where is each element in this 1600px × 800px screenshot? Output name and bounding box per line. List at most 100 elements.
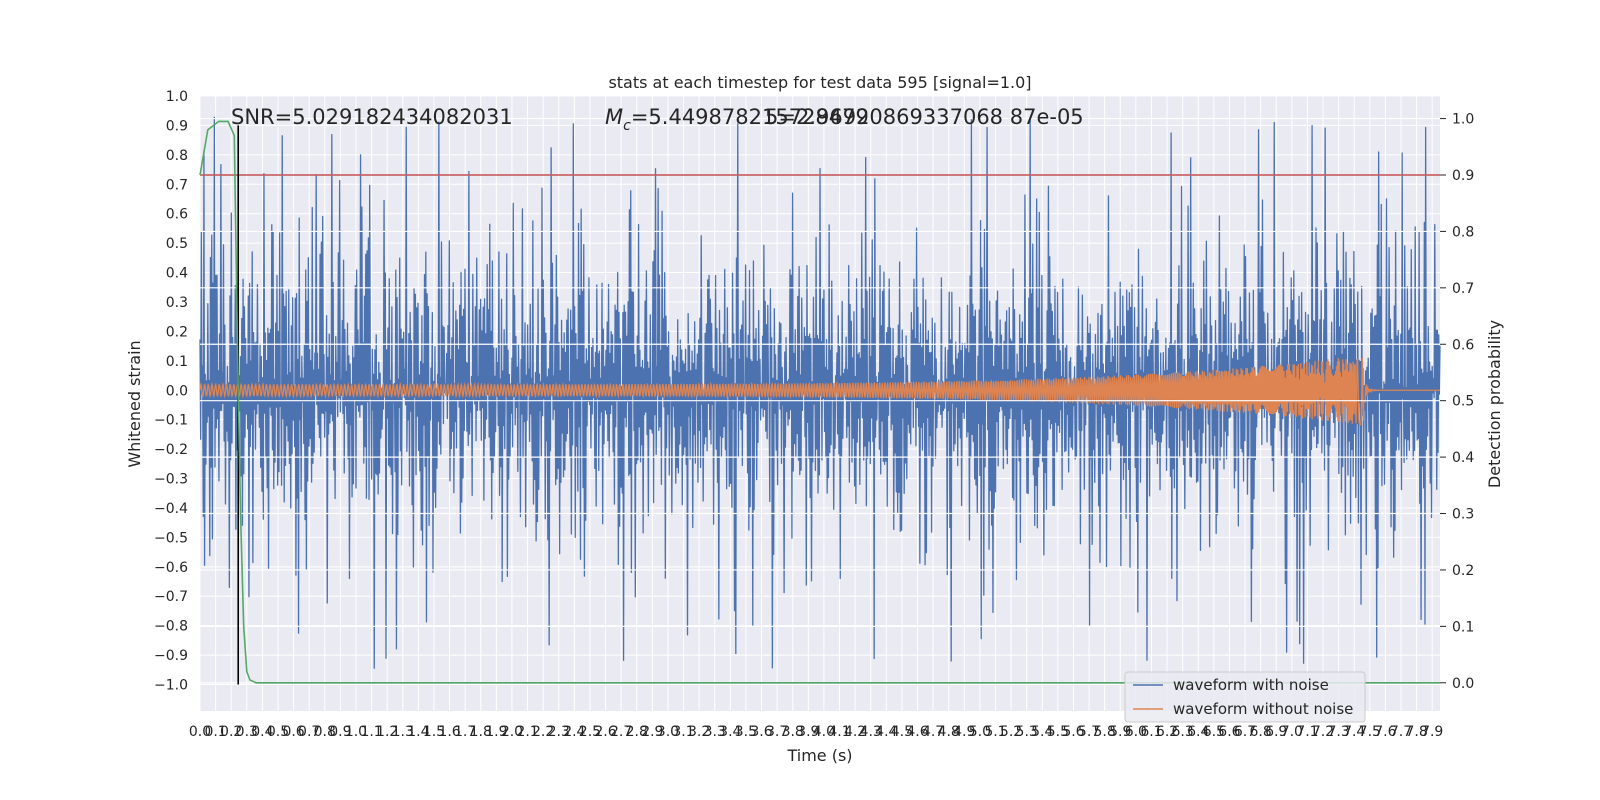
x-tick-label: 2.3 [548, 724, 570, 740]
x-tick-label: 0.5 [267, 724, 289, 740]
y-tick-label: −0.5 [154, 530, 188, 546]
x-tick-label: 5.6 [1062, 724, 1084, 740]
y2-tick-label: 1.0 [1452, 112, 1474, 128]
x-tick-label: 4.2 [844, 724, 866, 740]
x-tick-label: 3.2 [688, 724, 710, 740]
x-tick-label: 6.5 [1203, 724, 1225, 740]
annotation-mc-subscript: c [623, 118, 631, 134]
y2-tick-label: 0.7 [1452, 281, 1474, 297]
x-tick-label: 7.6 [1374, 724, 1396, 740]
chart-title: stats at each timestep for test data 595… [608, 73, 1031, 92]
y-tick-label: 0.2 [166, 324, 188, 340]
series-detection-probability [199, 120, 1440, 684]
x-tick-label: 3.5 [735, 724, 757, 740]
x-tick-label: 3.9 [797, 724, 819, 740]
y-tick-label: −0.2 [154, 442, 188, 458]
y-tick-label: −0.6 [154, 560, 188, 576]
y-tick-label: −0.4 [154, 501, 188, 517]
detection-probability-line [199, 120, 1440, 684]
y2-axis-ticks: 1.0 0.9 0.8 0.7 0.6 0.5 0.4 0.3 0.2 0.1 0.0 [1440, 112, 1474, 692]
x-tick-label: 5.7 [1078, 724, 1100, 740]
x-tick-label: 4.6 [906, 724, 928, 740]
x-tick-label: 5.3 [1016, 724, 1038, 740]
x-tick-label: 6.2 [1156, 724, 1178, 740]
x-tick-label: 4.0 [813, 724, 835, 740]
x-tick-label: 3.8 [782, 724, 804, 740]
y-tick-label: 0.8 [166, 148, 188, 164]
x-tick-label: 2.8 [626, 724, 648, 740]
x-tick-label: 0.8 [314, 724, 336, 740]
x-tick-label: 1.3 [392, 724, 414, 740]
x-tick-label: 6.7 [1234, 724, 1256, 740]
annotation-overlap: 5=2.96920869337068 87e-05 [765, 105, 1084, 129]
x-tick-label: 3.1 [672, 724, 694, 740]
y-tick-label: −1.0 [154, 678, 188, 694]
x-tick-label: 1.2 [376, 724, 398, 740]
y-tick-label: 0.7 [166, 177, 188, 193]
x-tick-label: 4.8 [938, 724, 960, 740]
x-tick-label: 4.5 [891, 724, 913, 740]
y2-tick-label: 0.1 [1452, 619, 1474, 635]
x-tick-label: 5.0 [969, 724, 991, 740]
y-axis-label: Whitened strain [125, 340, 144, 467]
x-tick-label: 0.7 [298, 724, 320, 740]
y2-tick-label: 0.5 [1452, 394, 1474, 410]
x-tick-label: 5.4 [1031, 724, 1053, 740]
x-tick-label: 7.8 [1405, 724, 1427, 740]
x-tick-label: 5.5 [1047, 724, 1069, 740]
x-tick-label: 5.8 [1094, 724, 1116, 740]
series-waveform-without-noise [199, 357, 1440, 426]
x-tick-label: 2.9 [641, 724, 663, 740]
y2-tick-label: 0.4 [1452, 450, 1474, 466]
x-tick-label: 7.0 [1281, 724, 1303, 740]
y-tick-label: 0.4 [166, 266, 188, 282]
legend-box [1124, 671, 1366, 723]
x-tick-label: 7.7 [1390, 724, 1412, 740]
x-tick-label: 4.1 [828, 724, 850, 740]
x-tick-label: 2.4 [563, 724, 585, 740]
x-tick-label: 2.5 [579, 724, 601, 740]
x-tick-label: 6.6 [1218, 724, 1240, 740]
x-tick-label: 6.8 [1249, 724, 1271, 740]
x-tick-label: 0.4 [251, 724, 273, 740]
clean-waveform-line [199, 357, 1440, 426]
y-tick-label: −0.1 [154, 413, 188, 429]
y-tick-label: 0.3 [166, 295, 188, 311]
x-tick-label: 1.7 [454, 724, 476, 740]
x-tick-label: 1.4 [407, 724, 429, 740]
x-tick-label: 6.0 [1125, 724, 1147, 740]
y-tick-label: −0.9 [154, 648, 188, 664]
x-tick-label: 6.3 [1172, 724, 1194, 740]
y2-axis-label: Detection probability [1485, 320, 1504, 488]
x-tick-label: 7.1 [1296, 724, 1318, 740]
x-tick-label: 6.4 [1187, 724, 1209, 740]
legend: waveform with noise waveform without noi… [1124, 671, 1366, 723]
y2-tick-label: 0.8 [1452, 224, 1474, 240]
y-tick-label: 0.1 [166, 354, 188, 370]
x-tick-label: 3.4 [719, 724, 741, 740]
x-tick-label: 3.7 [766, 724, 788, 740]
annotation-mc-value: =5.449878215728479 [631, 105, 869, 129]
y-tick-label: 0.0 [166, 383, 188, 399]
x-tick-label: 2.2 [532, 724, 554, 740]
annotation-snr: SNR=5.029182434082031 [231, 105, 513, 129]
x-tick-label: 2.7 [610, 724, 632, 740]
x-axis-ticks: 0.00.10.20.30.40.50.60.70.80.91.01.11.21… [189, 724, 1443, 740]
y-axis-ticks: 1.0 0.9 0.8 0.7 0.6 0.5 0.4 0.3 0.2 0.1 0.0 −0.1 −0.… [154, 89, 188, 694]
x-tick-label: 2.6 [594, 724, 616, 740]
x-tick-label: 5.1 [984, 724, 1006, 740]
y-tick-label: −0.7 [154, 589, 188, 605]
legend-label-without-noise: waveform without noise [1173, 700, 1353, 718]
x-tick-label: 7.9 [1421, 724, 1443, 740]
x-tick-label: 0.0 [189, 724, 211, 740]
x-tick-label: 4.7 [922, 724, 944, 740]
x-tick-label: 7.3 [1327, 724, 1349, 740]
y2-tick-label: 0.6 [1452, 337, 1474, 353]
x-tick-label: 7.2 [1312, 724, 1334, 740]
x-tick-label: 0.2 [220, 724, 242, 740]
x-tick-label: 2.1 [516, 724, 538, 740]
annotation-chirp-mass: Mc=5.449878215728479 [605, 105, 869, 134]
x-tick-label: 6.1 [1140, 724, 1162, 740]
x-tick-label: 1.0 [345, 724, 367, 740]
x-tick-label: 3.3 [704, 724, 726, 740]
